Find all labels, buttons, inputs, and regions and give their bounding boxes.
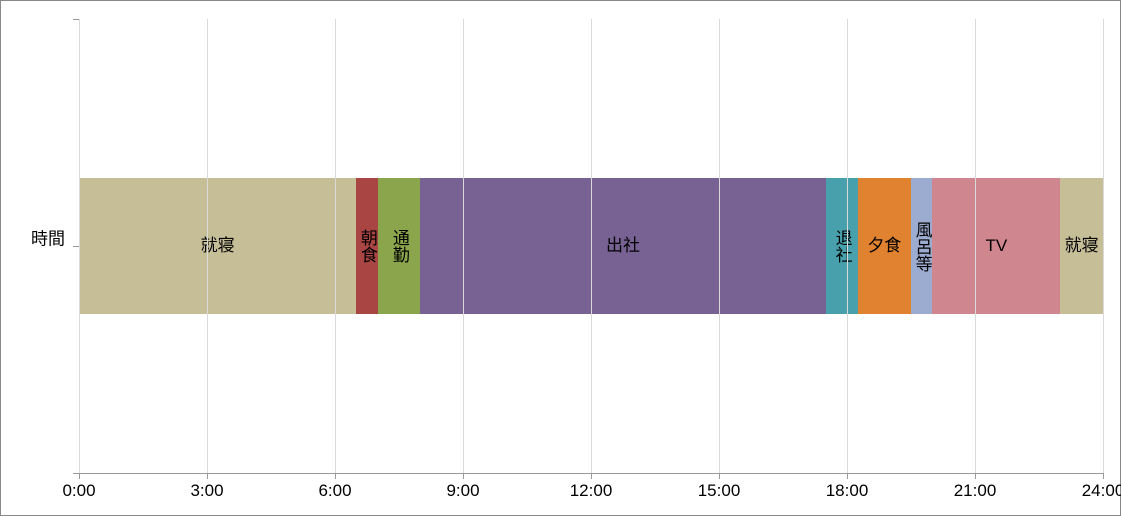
x-tick bbox=[207, 473, 208, 479]
segment-label: 出社 bbox=[606, 237, 640, 255]
gridline bbox=[591, 19, 592, 473]
timeline-segment: TV bbox=[932, 178, 1060, 314]
x-tick bbox=[975, 473, 976, 479]
x-tick-label: 12:00 bbox=[570, 481, 613, 501]
gridline bbox=[207, 19, 208, 473]
timeline-segment: 夕食 bbox=[858, 178, 911, 314]
timeline-chart: 時間 就寝 朝食通勤 出社 退社夕食風呂等 TV 就寝 0:00 3:00 6:00 9:00 1… bbox=[0, 0, 1121, 516]
x-tick bbox=[335, 473, 336, 479]
x-tick-label: 24:00 bbox=[1082, 481, 1121, 501]
x-tick-label: 6:00 bbox=[318, 481, 351, 501]
x-tick bbox=[591, 473, 592, 479]
timeline-segment: 出社 bbox=[420, 178, 825, 314]
timeline-segment: 退社 bbox=[826, 178, 858, 314]
x-tick-label: 3:00 bbox=[190, 481, 223, 501]
gridline bbox=[1103, 19, 1104, 473]
segment-label: 通勤 bbox=[390, 229, 408, 263]
segment-label: 朝食 bbox=[358, 229, 376, 263]
x-tick bbox=[79, 473, 80, 479]
x-tick-label: 18:00 bbox=[826, 481, 869, 501]
gridline bbox=[719, 19, 720, 473]
x-tick-label: 21:00 bbox=[954, 481, 997, 501]
y-category-label: 時間 bbox=[31, 225, 65, 250]
segment-label: TV bbox=[985, 237, 1007, 255]
timeline-segment: 風呂等 bbox=[911, 178, 932, 314]
x-tick-label: 9:00 bbox=[446, 481, 479, 501]
segment-label: 風呂等 bbox=[913, 221, 931, 272]
y-tick bbox=[73, 246, 79, 247]
x-tick-label: 0:00 bbox=[62, 481, 95, 501]
timeline-segment: 就寝 bbox=[79, 178, 356, 314]
gridline bbox=[975, 19, 976, 473]
gridline bbox=[79, 19, 80, 473]
gridline bbox=[847, 19, 848, 473]
y-tick bbox=[73, 473, 79, 474]
segment-label: 就寝 bbox=[1065, 237, 1099, 255]
x-tick bbox=[463, 473, 464, 479]
x-tick bbox=[1103, 473, 1104, 479]
x-tick bbox=[847, 473, 848, 479]
gridline bbox=[335, 19, 336, 473]
segment-label: 夕食 bbox=[867, 237, 901, 255]
x-tick bbox=[719, 473, 720, 479]
gridline bbox=[463, 19, 464, 473]
timeline-segment: 就寝 bbox=[1060, 178, 1103, 314]
segment-label: 就寝 bbox=[201, 237, 235, 255]
x-tick-label: 15:00 bbox=[698, 481, 741, 501]
timeline-segment: 朝食 bbox=[356, 178, 377, 314]
timeline-segment: 通勤 bbox=[378, 178, 421, 314]
plot-area: 就寝 朝食通勤 出社 退社夕食風呂等 TV 就寝 bbox=[79, 19, 1103, 473]
y-tick bbox=[73, 19, 79, 20]
